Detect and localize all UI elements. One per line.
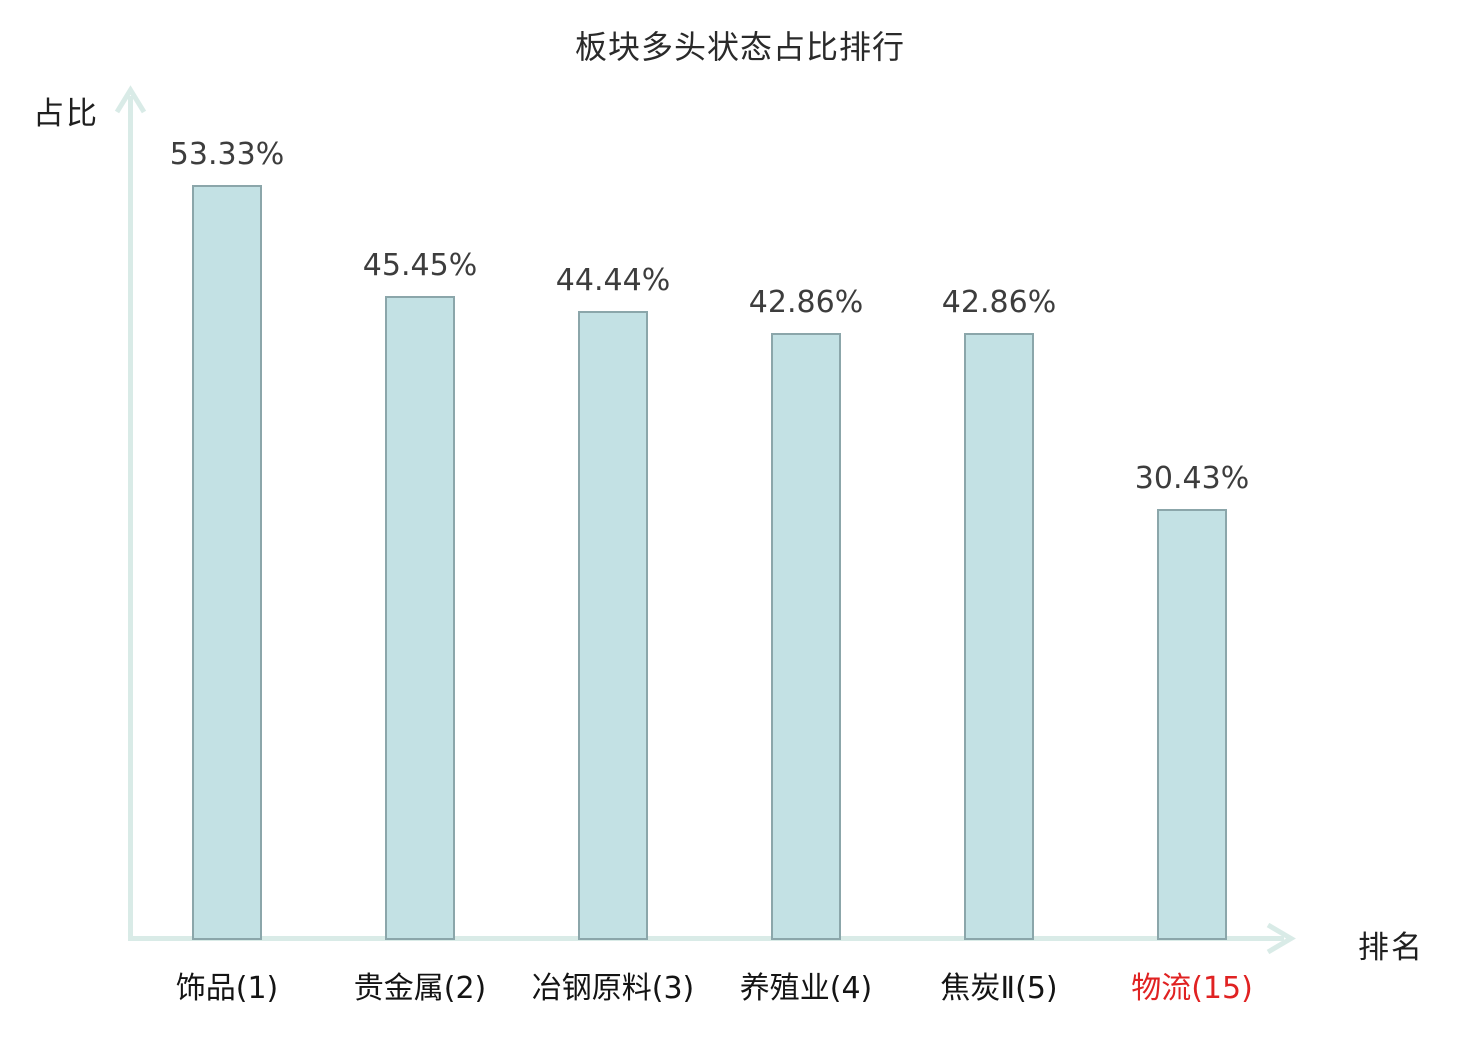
- bar-category-label: 养殖业(4): [739, 971, 873, 1006]
- bar-category-label: 饰品(1): [175, 971, 279, 1006]
- bar: [578, 311, 648, 940]
- bar: [771, 333, 841, 940]
- bar-category-label: 焦炭Ⅱ(5): [940, 971, 1058, 1006]
- bar-category-label: 冶钢原料(3): [531, 971, 695, 1006]
- y-axis-arrow-icon: [114, 85, 147, 114]
- bar-value-label: 44.44%: [555, 263, 671, 298]
- bar-value-label: 42.86%: [941, 285, 1057, 320]
- bar: [192, 185, 262, 940]
- bar-category-label: 贵金属(2): [353, 971, 487, 1006]
- bar-category-label: 物流(15): [1131, 971, 1253, 1006]
- bar-value-label: 42.86%: [748, 285, 864, 320]
- bar: [1157, 509, 1227, 940]
- chart-title: 板块多头状态占比排行: [574, 28, 905, 66]
- x-axis-arrow-icon: [1266, 922, 1296, 955]
- bar-value-label: 45.45%: [362, 248, 478, 283]
- bar-value-label: 30.43%: [1134, 461, 1250, 496]
- y-axis-title: 占比: [33, 96, 99, 132]
- bar: [385, 296, 455, 940]
- x-axis-title: 排名: [1358, 930, 1424, 966]
- bar-value-label: 53.33%: [169, 137, 285, 172]
- bar: [964, 333, 1034, 940]
